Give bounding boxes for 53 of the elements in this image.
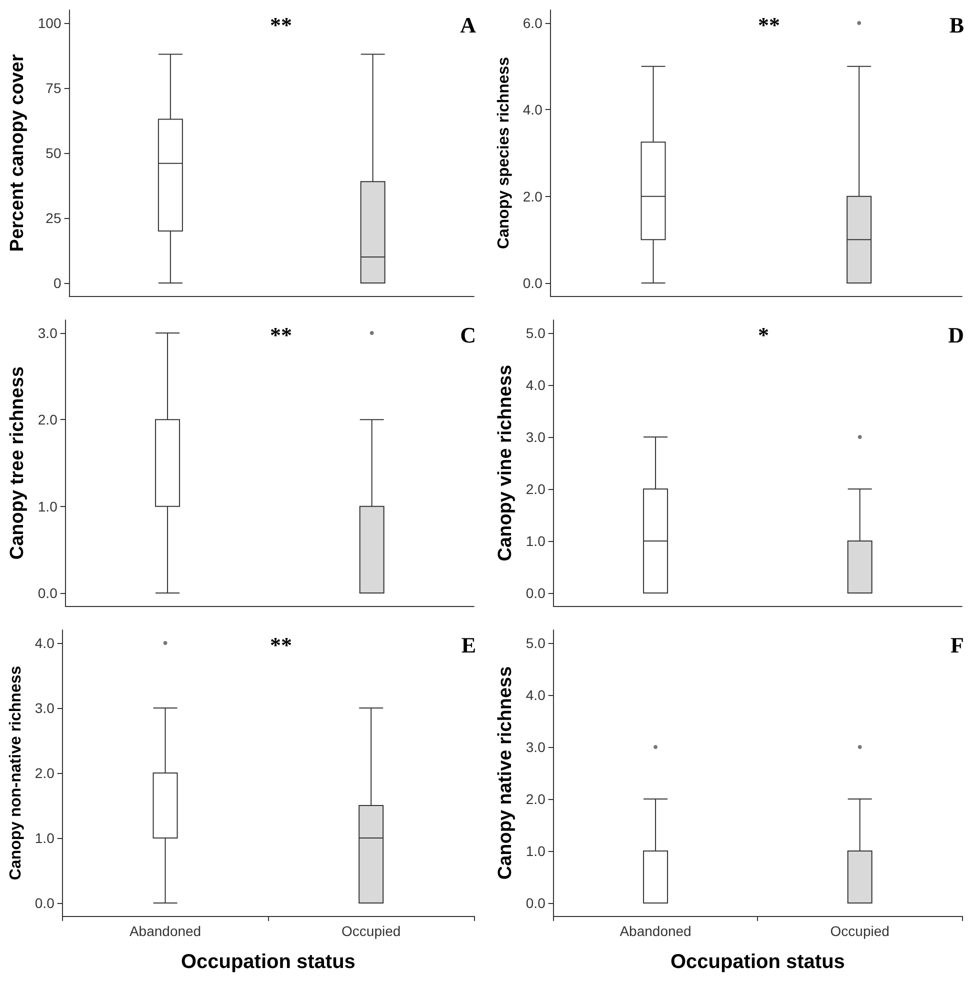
y-axis-title: Canopy native richness xyxy=(495,666,516,880)
y-tick-label: 3.0 xyxy=(34,700,55,716)
y-axis-title: Canopy non-native richness xyxy=(8,666,24,880)
y-tick-label: 1.0 xyxy=(34,830,55,846)
y-tick-label: 4.0 xyxy=(34,635,55,651)
annotation: * xyxy=(758,322,769,348)
x-axis-title: Occupation status xyxy=(180,951,356,973)
x-tick-label: Abandoned xyxy=(129,923,202,939)
annotation: C xyxy=(460,322,476,348)
annotation: ** xyxy=(758,12,780,38)
y-tick-label: 0.0 xyxy=(34,895,55,911)
y-tick-label: 25 xyxy=(46,210,62,226)
y-tick-label: 1.0 xyxy=(526,533,546,549)
y-tick-label: 0.0 xyxy=(38,585,58,601)
y-tick-label: 5.0 xyxy=(526,325,546,341)
y-tick-label: 2.0 xyxy=(38,412,58,428)
y-tick-label: 0 xyxy=(53,275,62,291)
annotation: E xyxy=(461,632,476,658)
y-tick-label: 75 xyxy=(46,80,62,96)
y-tick-label: 100 xyxy=(38,15,62,31)
x-axis-title: Occupation status xyxy=(670,951,845,973)
x-tick-label: Occupied xyxy=(342,923,401,939)
y-tick-label: 0.0 xyxy=(526,585,546,601)
annotation: F xyxy=(950,632,964,658)
y-tick-label: 4.0 xyxy=(526,377,546,393)
y-tick-label: 4.0 xyxy=(526,687,546,703)
x-tick-label: Occupied xyxy=(830,923,890,939)
y-axis-title: Canopy vine richness xyxy=(495,364,516,562)
annotation: ** xyxy=(270,632,292,658)
annotation: B xyxy=(949,12,964,38)
y-axis-title: Canopy species richness xyxy=(496,56,512,250)
y-tick-label: 3.0 xyxy=(38,325,58,341)
y-tick-label: 50 xyxy=(46,145,62,161)
y-axis-title: Percent canopy cover xyxy=(7,54,28,252)
y-tick-label: 2.0 xyxy=(526,481,546,497)
y-tick-label: 2.0 xyxy=(526,791,546,807)
y-tick-label: 3.0 xyxy=(526,429,546,445)
y-tick-label: 2.0 xyxy=(522,188,543,204)
y-tick-label: 1.0 xyxy=(526,843,546,859)
y-tick-label: 0.0 xyxy=(522,275,543,291)
y-tick-label: 3.0 xyxy=(526,739,546,755)
y-axis-title: Canopy tree richness xyxy=(7,366,28,560)
annotation: ** xyxy=(270,12,292,38)
annotation: ** xyxy=(270,322,292,348)
y-tick-label: 2.0 xyxy=(34,765,55,781)
x-tick-label: Abandoned xyxy=(620,923,692,939)
y-tick-label: 5.0 xyxy=(526,635,546,651)
annotation: D xyxy=(948,322,964,348)
y-tick-label: 1.0 xyxy=(38,498,58,514)
y-tick-label: 0.0 xyxy=(526,895,546,911)
y-tick-label: 6.0 xyxy=(522,15,543,31)
annotation: A xyxy=(460,12,476,38)
y-tick-label: 4.0 xyxy=(522,102,543,118)
